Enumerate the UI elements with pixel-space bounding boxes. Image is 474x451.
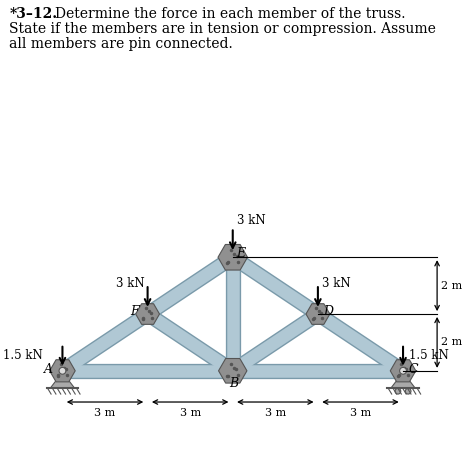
Text: B: B xyxy=(229,377,238,390)
Polygon shape xyxy=(391,372,415,388)
Text: E: E xyxy=(236,247,245,259)
Text: C: C xyxy=(408,363,418,376)
Text: 3 kN: 3 kN xyxy=(117,277,145,290)
Text: 2 m: 2 m xyxy=(441,337,463,347)
Polygon shape xyxy=(136,304,160,324)
Text: 3 kN: 3 kN xyxy=(322,277,351,290)
Text: 2 m: 2 m xyxy=(441,281,463,290)
Text: 3 m: 3 m xyxy=(264,408,286,418)
Text: 3 kN: 3 kN xyxy=(237,214,265,226)
Polygon shape xyxy=(50,360,75,382)
Polygon shape xyxy=(51,372,74,388)
Text: Determine the force in each member of the truss.: Determine the force in each member of th… xyxy=(55,7,405,21)
Polygon shape xyxy=(219,359,247,383)
Circle shape xyxy=(400,368,406,374)
Polygon shape xyxy=(390,360,416,382)
Circle shape xyxy=(405,388,411,394)
Circle shape xyxy=(59,368,66,374)
Text: 1.5 kN: 1.5 kN xyxy=(3,349,43,362)
Text: 3 m: 3 m xyxy=(94,408,116,418)
Text: *3–12.: *3–12. xyxy=(9,7,58,21)
Text: 3 m: 3 m xyxy=(350,408,371,418)
Text: A: A xyxy=(44,363,53,376)
Text: State if the members are in tension or compression. Assume: State if the members are in tension or c… xyxy=(9,22,437,36)
Text: 3 m: 3 m xyxy=(180,408,201,418)
Text: 1.5 kN: 1.5 kN xyxy=(409,349,448,362)
Circle shape xyxy=(395,388,401,394)
Polygon shape xyxy=(218,244,247,270)
Text: D: D xyxy=(323,305,333,318)
Text: all members are pin connected.: all members are pin connected. xyxy=(9,37,233,51)
Text: F: F xyxy=(130,305,139,318)
Polygon shape xyxy=(306,304,330,324)
